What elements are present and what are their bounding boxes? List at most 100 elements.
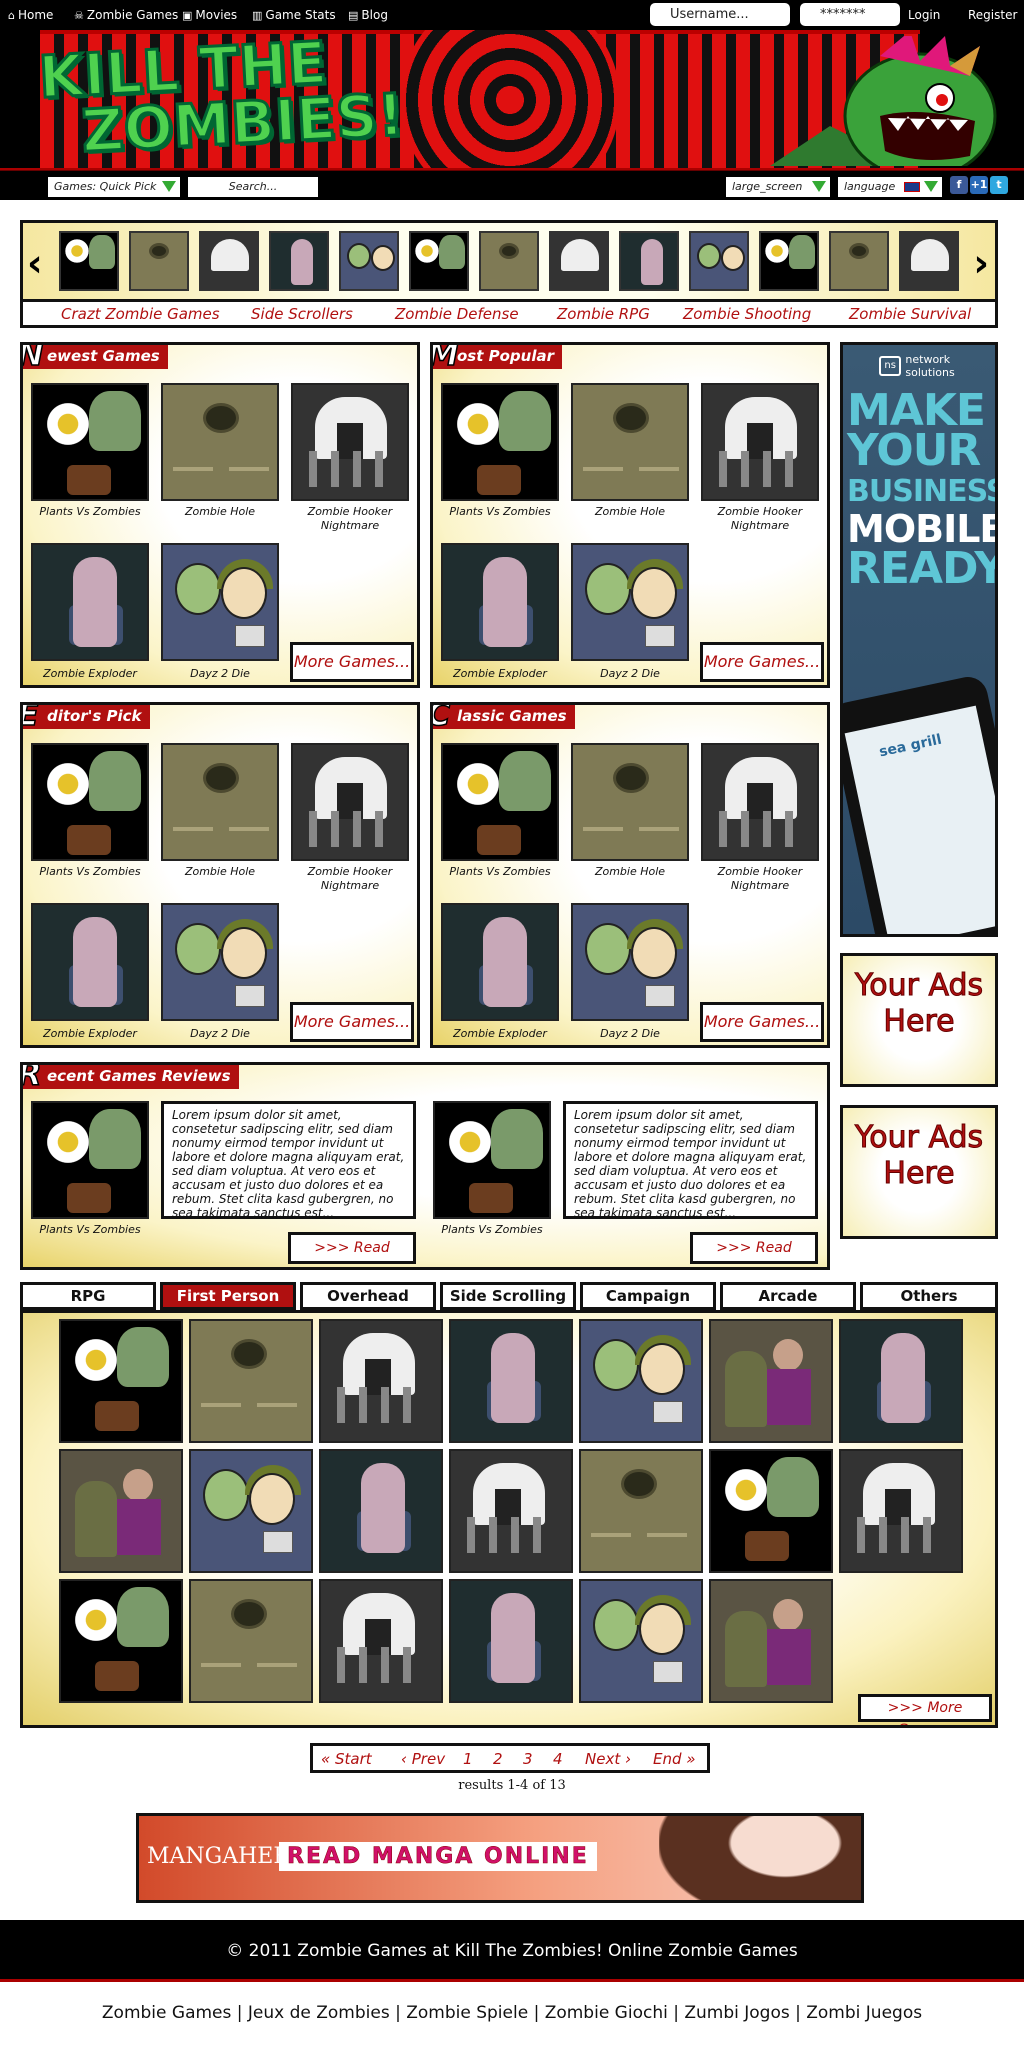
category-link[interactable]: Zombie RPG [557,305,650,323]
game-thumb[interactable] [59,1449,183,1573]
game-thumb[interactable] [319,1579,443,1703]
category-link[interactable]: Zombie Defense [395,305,519,323]
pager-prev[interactable]: ‹ Prev [401,1750,446,1768]
nav-home[interactable]: ⌂ Home [8,8,54,22]
more-games-button[interactable]: More Games... [700,642,824,682]
game-title[interactable]: Dayz 2 Die [190,1027,250,1040]
game-thumb[interactable] [31,743,149,861]
game-thumb[interactable] [579,1449,703,1573]
register-link[interactable]: Register [968,8,1018,22]
nav-game-stats[interactable]: ▥ Game Stats [252,8,336,22]
quick-pick-select[interactable]: Games: Quick Pick [48,177,180,197]
game-thumb[interactable] [449,1449,573,1573]
game-title[interactable]: Plants Vs Zombies [449,865,551,878]
your-ads-here-box[interactable]: Your Ads Here [840,1105,998,1239]
tab-side-scrolling[interactable]: Side Scrolling [440,1282,576,1310]
carousel-thumb[interactable] [199,231,259,291]
game-title[interactable]: Dayz 2 Die [600,1027,660,1040]
game-thumb[interactable] [571,743,689,861]
game-title[interactable]: Zombie Hole [594,505,666,518]
nav-movies[interactable]: ▣ Movies [182,8,238,22]
site-logo[interactable]: KILL THE ZOMBIES! [36,30,408,167]
more-game-button[interactable]: >>> More Game... [858,1694,992,1725]
game-thumb[interactable] [161,383,279,501]
game-thumb[interactable] [839,1319,963,1443]
read-more-button[interactable]: >>> Read More... [288,1232,416,1264]
review-thumb[interactable] [433,1101,551,1219]
carousel-prev-icon[interactable]: ‹ [27,241,43,285]
game-thumb[interactable] [579,1319,703,1443]
game-title[interactable]: Zombie Hooker Nightmare [307,865,393,892]
more-games-button[interactable]: More Games... [290,642,414,682]
game-title[interactable]: Zombie Hole [594,865,666,878]
pager-page[interactable]: 2 [493,1750,503,1768]
game-thumb[interactable] [709,1449,833,1573]
game-thumb[interactable] [161,743,279,861]
category-link[interactable]: Side Scrollers [251,305,353,323]
username-input[interactable]: Username... [650,3,790,26]
game-thumb[interactable] [291,743,409,861]
google-plus-icon[interactable]: +1 [970,176,988,194]
tab-rpg[interactable]: RPG [20,1282,156,1310]
game-title[interactable]: Plants Vs Zombies [449,505,551,518]
carousel-thumb[interactable] [549,231,609,291]
carousel-thumb[interactable] [409,231,469,291]
game-title[interactable]: Zombie Hole [184,505,256,518]
carousel-thumb[interactable] [689,231,749,291]
game-thumb[interactable] [161,543,279,661]
category-link[interactable]: Crazt Zombie Games [61,305,220,323]
game-title[interactable]: Zombie Exploder [43,1027,137,1040]
game-thumb[interactable] [31,383,149,501]
facebook-icon[interactable]: f [950,176,968,194]
game-thumb[interactable] [31,903,149,1021]
carousel-thumb[interactable] [339,231,399,291]
carousel-thumb[interactable] [899,231,959,291]
review-game-title[interactable]: Plants Vs Zombies [441,1223,543,1236]
network-solutions-ad[interactable]: ns network solutions MAKE YOUR BUSINESS … [840,342,998,937]
login-link[interactable]: Login [908,8,941,22]
carousel-thumb[interactable] [129,231,189,291]
category-link[interactable]: Zombie Shooting [683,305,812,323]
game-title[interactable]: Dayz 2 Die [600,667,660,680]
game-thumb[interactable] [701,743,819,861]
game-thumb[interactable] [59,1579,183,1703]
game-thumb[interactable] [449,1319,573,1443]
game-thumb[interactable] [441,383,559,501]
tab-arcade[interactable]: Arcade [720,1282,856,1310]
search-input[interactable]: Search... [188,177,318,197]
twitter-icon[interactable]: t [990,176,1008,194]
game-thumb[interactable] [449,1579,573,1703]
game-thumb[interactable] [291,383,409,501]
password-input[interactable]: ******* [800,3,900,26]
carousel-thumb[interactable] [619,231,679,291]
carousel-thumb[interactable] [59,231,119,291]
more-games-button[interactable]: More Games... [290,1002,414,1042]
game-thumb[interactable] [161,903,279,1021]
game-title[interactable]: Plants Vs Zombies [39,505,141,518]
pager-next[interactable]: Next › [585,1750,631,1768]
carousel-thumb[interactable] [479,231,539,291]
game-title[interactable]: Zombie Exploder [453,1027,547,1040]
game-thumb[interactable] [571,383,689,501]
category-link[interactable]: Zombie Survival [849,305,972,323]
game-thumb[interactable] [189,1449,313,1573]
game-title[interactable]: Zombie Hooker Nightmare [717,865,803,892]
nav-zombie-games[interactable]: ☠ Zombie Games [74,8,179,22]
manga-here-ad[interactable]: MANGAHERE READ MANGA ONLINE [136,1813,864,1903]
game-thumb[interactable] [441,543,559,661]
game-title[interactable]: Zombie Hooker Nightmare [717,505,803,532]
language-select[interactable]: language [838,177,942,197]
pager-page[interactable]: 1 [463,1750,473,1768]
carousel-thumb[interactable] [759,231,819,291]
nav-blog[interactable]: ▤ Blog [348,8,388,22]
game-title[interactable]: Plants Vs Zombies [39,865,141,878]
game-title[interactable]: Dayz 2 Die [190,667,250,680]
game-thumb[interactable] [701,383,819,501]
screen-size-select[interactable]: large_screen [726,177,830,197]
game-thumb[interactable] [441,903,559,1021]
game-thumb[interactable] [709,1319,833,1443]
game-thumb[interactable] [709,1579,833,1703]
game-thumb[interactable] [319,1449,443,1573]
pager-start[interactable]: « Start [321,1750,372,1768]
game-title[interactable]: Zombie Hole [184,865,256,878]
